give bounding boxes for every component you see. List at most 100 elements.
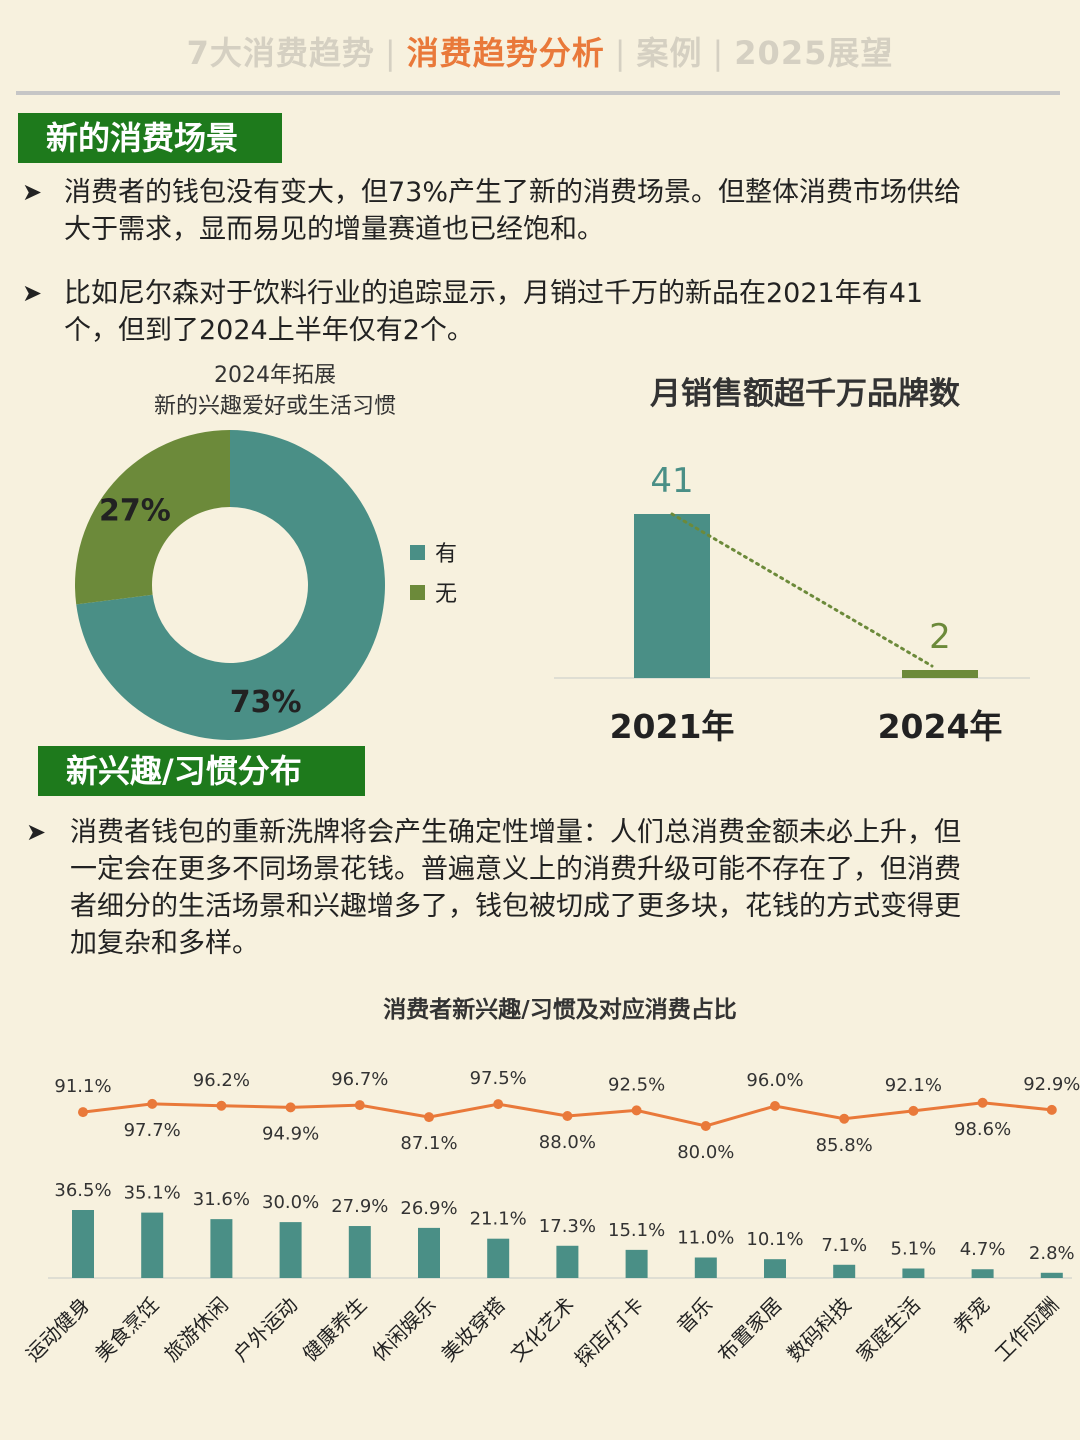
bar xyxy=(279,1222,302,1278)
line-point xyxy=(562,1111,573,1121)
line-point xyxy=(908,1105,919,1116)
bar-value-label: 27.9% xyxy=(331,1196,388,1217)
bar-value-label: 35.1% xyxy=(124,1183,181,1204)
bar-value-label: 21.1% xyxy=(470,1209,527,1230)
bar-value-label: 7.1% xyxy=(821,1235,867,1256)
top-nav: 7大消费趋势 | 消费趋势分析 | 案例 | 2025展望 xyxy=(0,28,1080,74)
bar xyxy=(971,1269,994,1278)
bullet-item: ➤ 消费者钱包的重新洗牌将会产生确定性增量：人们总消费金额未必上升，但 一定会在… xyxy=(26,814,1076,964)
trendline xyxy=(670,512,934,668)
donut-chart-title: 2024年拓展 新的兴趣爱好或生活习惯 xyxy=(110,360,440,422)
bar-category-label: 2021年 xyxy=(610,707,735,746)
bullet-item: ➤ 比如尼尔森对于饮料行业的追踪显示，月销过千万的新品在2021年有41 个，但… xyxy=(22,275,1072,351)
bar xyxy=(694,1257,717,1278)
donut-title-line1: 2024年拓展 xyxy=(214,363,336,388)
bullet-line: 一定会在更多不同场景花钱。普遍意义上的消费升级可能不存在了，但消费 xyxy=(70,854,961,885)
line-value-label: 87.1% xyxy=(400,1133,457,1154)
category-label: 养宠 xyxy=(949,1293,994,1338)
category-label: 布置家居 xyxy=(713,1293,787,1367)
bar xyxy=(141,1212,164,1278)
line-value-label: 88.0% xyxy=(539,1132,596,1153)
nav-separator: | xyxy=(712,34,725,72)
bar-chart-title: 月销售额超千万品牌数 xyxy=(650,376,960,412)
bar xyxy=(210,1219,233,1278)
legend-swatch xyxy=(410,545,425,560)
bar-category-label: 2024年 xyxy=(878,707,1003,746)
bar xyxy=(833,1264,856,1278)
combo-chart-title: 消费者新兴趣/习惯及对应消费占比 xyxy=(383,997,737,1023)
line-value-label: 91.1% xyxy=(54,1076,111,1097)
line-point xyxy=(631,1105,642,1116)
legend-label: 有 xyxy=(435,542,457,567)
legend-label: 无 xyxy=(435,582,457,607)
legend-swatch xyxy=(410,585,425,600)
section-title-new-interests: 新兴趣/习惯分布 xyxy=(38,746,365,796)
bar xyxy=(72,1210,94,1278)
bar xyxy=(1040,1272,1063,1278)
bar xyxy=(764,1259,786,1278)
donut-slice xyxy=(76,430,385,740)
bar-value-label: 15.1% xyxy=(608,1220,665,1241)
bar-value-label: 5.1% xyxy=(891,1238,937,1259)
nav-item-cases[interactable]: 案例 xyxy=(636,34,703,72)
bar xyxy=(625,1249,648,1278)
line-point xyxy=(770,1101,780,1111)
bar xyxy=(418,1227,440,1278)
line-point xyxy=(493,1099,504,1110)
bar-value-label: 30.0% xyxy=(262,1192,319,1213)
bar-value-label: 2 xyxy=(929,617,951,657)
section-title-new-scenes: 新的消费场景 xyxy=(18,113,282,163)
nav-separator: | xyxy=(614,34,627,72)
nav-item-trends[interactable]: 7大消费趋势 xyxy=(186,34,375,72)
bar xyxy=(348,1226,371,1278)
nav-item-outlook[interactable]: 2025展望 xyxy=(734,34,894,72)
line-value-label: 98.6% xyxy=(954,1119,1011,1140)
line-point xyxy=(1046,1104,1057,1115)
line-point xyxy=(78,1107,88,1118)
line-point xyxy=(839,1113,850,1124)
bullet-line: 消费者的钱包没有变大，但73%产生了新的消费场景。但整体消费市场供给 xyxy=(64,177,962,208)
bar-value-label: 26.9% xyxy=(400,1198,457,1219)
category-label: 家庭生活 xyxy=(851,1293,925,1367)
bar xyxy=(487,1238,510,1278)
bullet-line: 大于需求，显而易见的增量赛道也已经饱和。 xyxy=(64,214,604,245)
bullet-line: 消费者钱包的重新洗牌将会产生确定性增量：人们总消费金额未必上升，但 xyxy=(70,817,961,848)
interest-combo-chart: 36.5% 91.1% 运动健身 35.1% 97.7% 美食烹饪 31.6% 96.2% 旅游… xyxy=(21,1068,1080,1371)
category-label: 文化艺术 xyxy=(505,1293,579,1367)
line-value-label: 96.7% xyxy=(331,1069,388,1090)
category-label: 健康养生 xyxy=(298,1293,372,1367)
category-label: 工作应酬 xyxy=(990,1293,1064,1367)
category-label: 运动健身 xyxy=(21,1293,95,1367)
bar-value-label: 10.1% xyxy=(746,1229,803,1250)
bar-value-label: 31.6% xyxy=(193,1189,250,1210)
bullet-line: 比如尼尔森对于饮料行业的追踪显示，月销过千万的新品在2021年有41 xyxy=(64,278,924,309)
category-label: 美食烹饪 xyxy=(90,1293,164,1367)
bullet-line: 个，但到了2024上半年仅有2个。 xyxy=(64,315,474,346)
bullet-arrow-icon: ➤ xyxy=(22,178,43,206)
line-value-label: 97.5% xyxy=(470,1068,527,1089)
bar xyxy=(902,670,978,678)
donut-value-label: 73% xyxy=(230,685,302,720)
donut-chart: 73% 27% 有无 xyxy=(75,430,457,740)
nav-separator: | xyxy=(384,34,397,72)
bar-value-label: 4.7% xyxy=(960,1239,1006,1260)
line-point xyxy=(424,1112,434,1123)
donut-slice xyxy=(75,430,230,605)
bullet-item: ➤ 消费者的钱包没有变大，但73%产生了新的消费场景。但整体消费市场供给 大于需… xyxy=(22,174,1072,250)
donut-value-label: 27% xyxy=(99,493,171,528)
category-label: 户外运动 xyxy=(229,1293,303,1367)
category-label: 休闲娱乐 xyxy=(367,1293,441,1367)
bar-value-label: 11.0% xyxy=(677,1228,734,1249)
line-value-label: 92.1% xyxy=(885,1075,942,1096)
bar-value-label: 41 xyxy=(650,461,693,501)
bar xyxy=(902,1268,925,1278)
bullet-line: 加复杂和多样。 xyxy=(70,928,259,959)
line-value-label: 92.5% xyxy=(608,1074,665,1095)
category-label: 音乐 xyxy=(672,1293,717,1338)
line-point xyxy=(216,1100,227,1111)
bar-value-label: 36.5% xyxy=(54,1180,111,1201)
bar-value-label: 2.8% xyxy=(1029,1243,1075,1264)
line-point xyxy=(147,1098,158,1109)
line-value-label: 80.0% xyxy=(677,1142,734,1163)
nav-item-analysis[interactable]: 消费趋势分析 xyxy=(406,34,605,72)
